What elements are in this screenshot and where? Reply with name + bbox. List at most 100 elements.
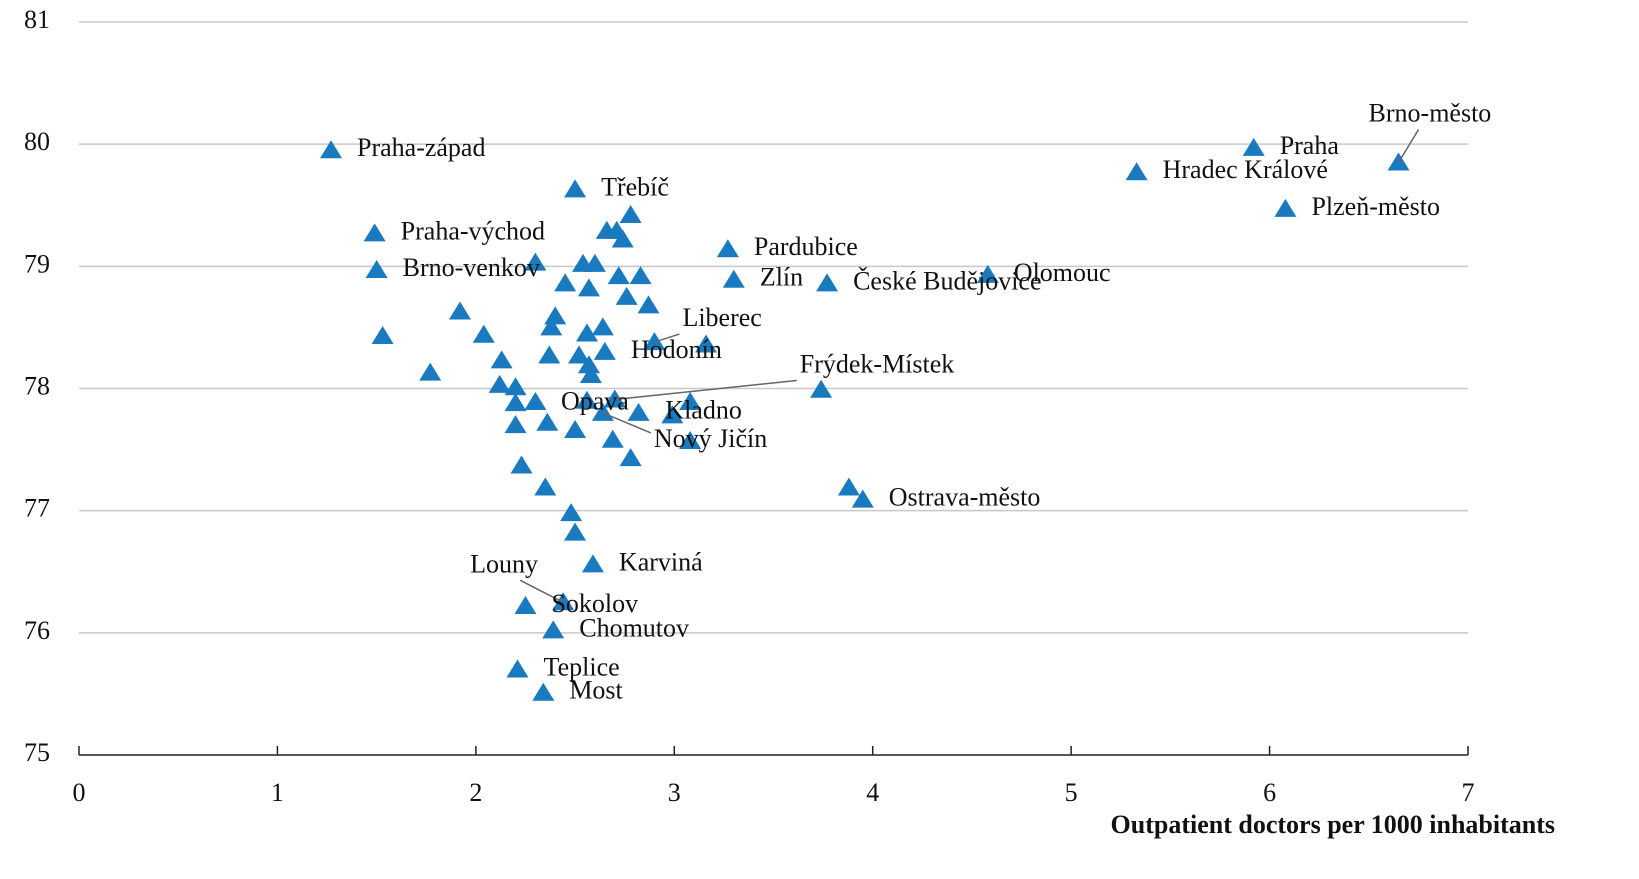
marker — [643, 332, 666, 351]
leader-line — [654, 333, 680, 343]
marker — [365, 259, 388, 278]
marker — [560, 503, 583, 522]
marker — [851, 489, 874, 508]
marker — [554, 273, 577, 292]
y-tick-label: 81 — [24, 5, 50, 34]
x-tick-label: 4 — [866, 778, 879, 807]
marker — [679, 431, 702, 450]
point-label: Most — [569, 676, 623, 705]
point-label: Pardubice — [754, 232, 858, 261]
marker — [532, 682, 555, 701]
point-label: Frýdek-Místek — [800, 349, 955, 378]
marker — [679, 391, 702, 410]
point-label: Nový Jičín — [654, 424, 767, 453]
leader-line — [519, 579, 564, 603]
x-tick-label: 7 — [1462, 778, 1475, 807]
point-label: Praha-západ — [357, 133, 485, 162]
marker — [540, 317, 563, 336]
marker — [544, 306, 567, 325]
x-axis-label: Outpatient doctors per 1000 inhabitants — [1111, 810, 1555, 839]
point-label: Praha-východ — [401, 216, 545, 245]
leader-line — [1397, 129, 1420, 163]
y-tick-label: 80 — [24, 127, 50, 156]
marker — [591, 317, 614, 336]
marker — [564, 179, 587, 198]
marker — [538, 345, 561, 364]
y-tick-label: 78 — [24, 371, 50, 400]
marker — [568, 345, 591, 364]
marker — [1125, 162, 1148, 181]
marker — [504, 415, 527, 434]
y-tick-label: 79 — [24, 249, 50, 278]
marker — [581, 554, 604, 573]
point-label: Chomutov — [579, 613, 689, 642]
marker — [488, 374, 511, 393]
marker — [320, 140, 343, 159]
marker — [448, 301, 471, 320]
x-tick-label: 3 — [668, 778, 681, 807]
marker — [575, 390, 598, 409]
marker — [472, 324, 495, 343]
marker — [1242, 137, 1265, 156]
x-tick-label: 5 — [1065, 778, 1078, 807]
marker — [579, 365, 602, 384]
marker — [583, 253, 606, 272]
marker — [564, 522, 587, 541]
marker — [514, 595, 537, 614]
marker — [695, 334, 718, 353]
point-label: Ostrava-město — [889, 483, 1041, 512]
point-label: Brno-město — [1369, 98, 1492, 127]
marker — [629, 266, 652, 285]
marker — [552, 592, 575, 611]
marker — [627, 402, 650, 421]
point-label: Olomouc — [1014, 258, 1111, 287]
marker — [419, 362, 442, 381]
y-tick-label: 77 — [24, 494, 50, 523]
marker — [490, 350, 513, 369]
x-tick-label: 6 — [1263, 778, 1276, 807]
x-tick-label: 0 — [73, 778, 86, 807]
marker — [722, 269, 745, 288]
x-tick-label: 1 — [271, 778, 284, 807]
marker — [607, 266, 630, 285]
marker — [976, 264, 999, 283]
marker — [603, 389, 626, 408]
marker — [510, 455, 533, 474]
point-label: Plzeň-město — [1311, 192, 1440, 221]
point-label: Hradec Králové — [1163, 155, 1328, 184]
point-label: Zlín — [760, 263, 803, 292]
marker — [816, 273, 839, 292]
marker — [661, 405, 684, 424]
marker — [615, 286, 638, 305]
marker — [637, 295, 660, 314]
marker — [577, 278, 600, 297]
marker — [619, 448, 642, 467]
marker — [611, 229, 634, 248]
marker — [534, 477, 557, 496]
marker — [524, 391, 547, 410]
point-label: Praha — [1280, 131, 1340, 160]
marker — [591, 402, 614, 421]
marker — [837, 477, 860, 496]
point-label: Teplice — [544, 652, 620, 681]
y-tick-label: 76 — [24, 616, 50, 645]
x-tick-label: 2 — [469, 778, 482, 807]
marker — [371, 325, 394, 344]
point-label: Karviná — [619, 547, 703, 576]
marker — [593, 341, 616, 360]
marker — [619, 205, 642, 224]
marker — [504, 393, 527, 412]
point-label: Liberec — [682, 303, 761, 332]
leader-line — [602, 412, 652, 434]
point-label: Sokolov — [551, 589, 638, 618]
point-label: Hodonín — [631, 335, 722, 364]
marker — [810, 379, 833, 398]
marker — [542, 620, 565, 639]
marker — [575, 323, 598, 342]
marker — [716, 239, 739, 258]
marker — [506, 659, 529, 678]
marker — [577, 355, 600, 374]
point-label: Kladno — [665, 395, 742, 424]
point-label: České Budějovice — [853, 266, 1041, 295]
